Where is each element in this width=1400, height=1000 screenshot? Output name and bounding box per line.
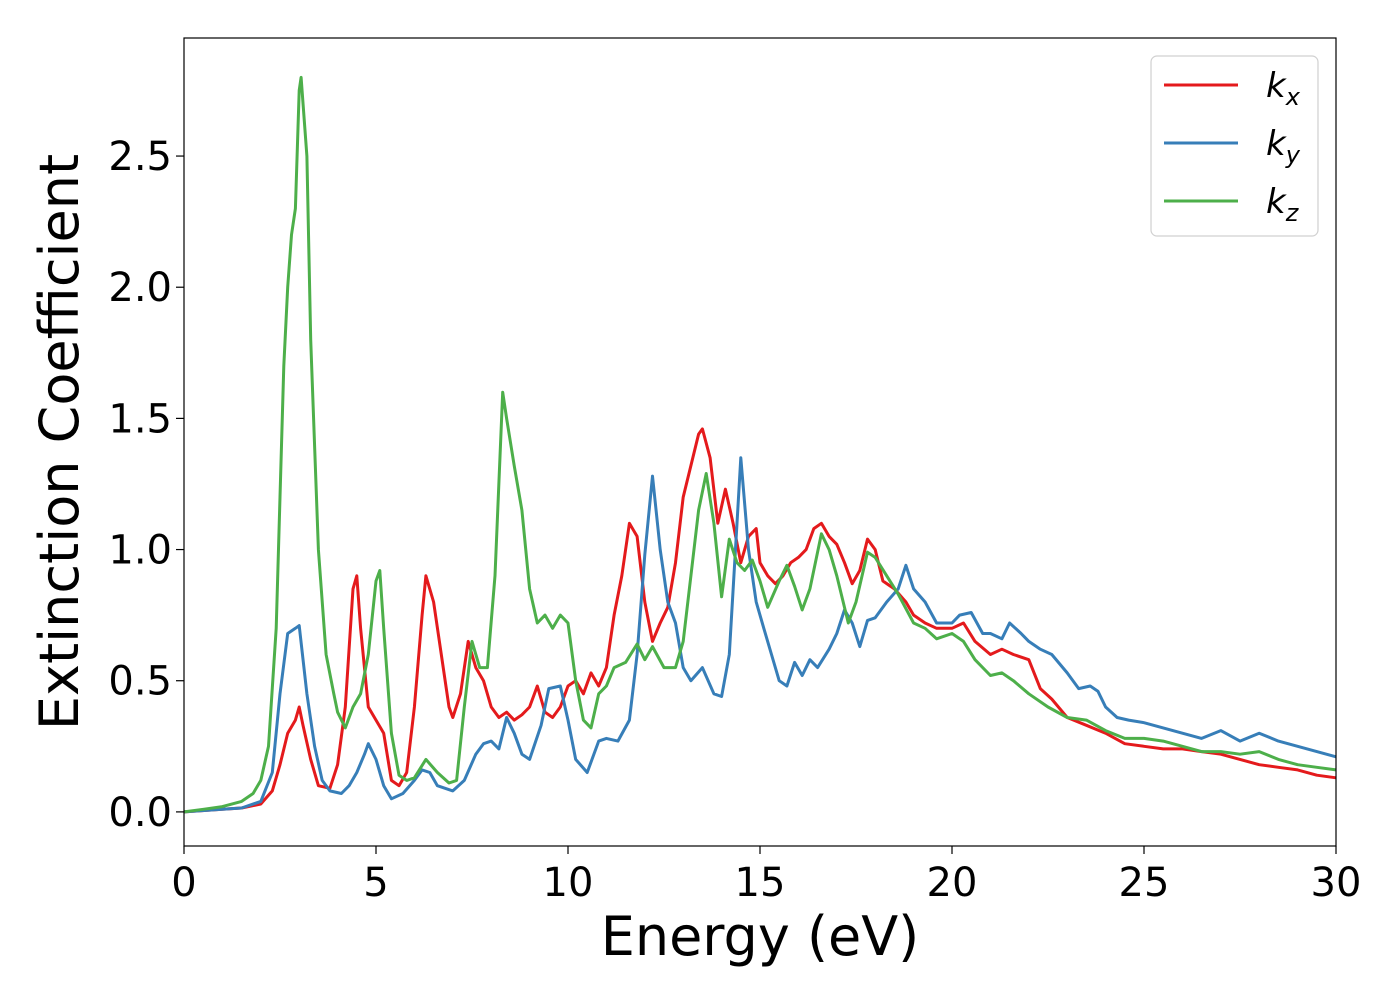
y-tick-label: 0.0 xyxy=(108,790,172,836)
legend-box xyxy=(1150,55,1319,237)
x-tick-label: 20 xyxy=(927,860,978,906)
legend-entry-k-z: kz xyxy=(1164,182,1300,227)
y-tick-label: 1.5 xyxy=(108,396,172,442)
y-tick-label: 1.0 xyxy=(108,528,172,574)
series-layer xyxy=(183,75,1337,814)
legend-label: kx xyxy=(1266,66,1301,111)
x-axis-label: Energy (eV) xyxy=(601,905,920,968)
legend-entry-k-y: ky xyxy=(1164,124,1301,169)
series-line-k-z xyxy=(183,75,1337,814)
series-line-k-x xyxy=(183,427,1337,814)
x-axis-ticks: 0 5 10 15 20 25 30 xyxy=(171,846,1361,906)
y-tick-label: 2.0 xyxy=(108,265,172,311)
legend-entry-k-x: kx xyxy=(1164,66,1301,111)
x-tick-label: 30 xyxy=(1311,860,1362,906)
y-tick-label: 2.5 xyxy=(108,134,172,180)
y-axis-label: Extinction Coefficient xyxy=(28,154,91,730)
legend-items: kx ky kz xyxy=(1164,66,1301,227)
x-tick-label: 5 xyxy=(363,860,388,906)
y-axis-ticks: 0.0 0.5 1.0 1.5 2.0 2.5 xyxy=(108,134,184,836)
x-tick-label: 25 xyxy=(1119,860,1170,906)
y-tick-label: 0.5 xyxy=(108,659,172,705)
legend: kx ky kz xyxy=(1150,55,1319,237)
x-tick-label: 15 xyxy=(735,860,786,906)
series-line-k-y xyxy=(183,456,1337,814)
x-tick-label: 10 xyxy=(543,860,594,906)
legend-label: kz xyxy=(1266,182,1300,227)
x-tick-label: 0 xyxy=(171,860,196,906)
legend-label: ky xyxy=(1266,124,1301,169)
